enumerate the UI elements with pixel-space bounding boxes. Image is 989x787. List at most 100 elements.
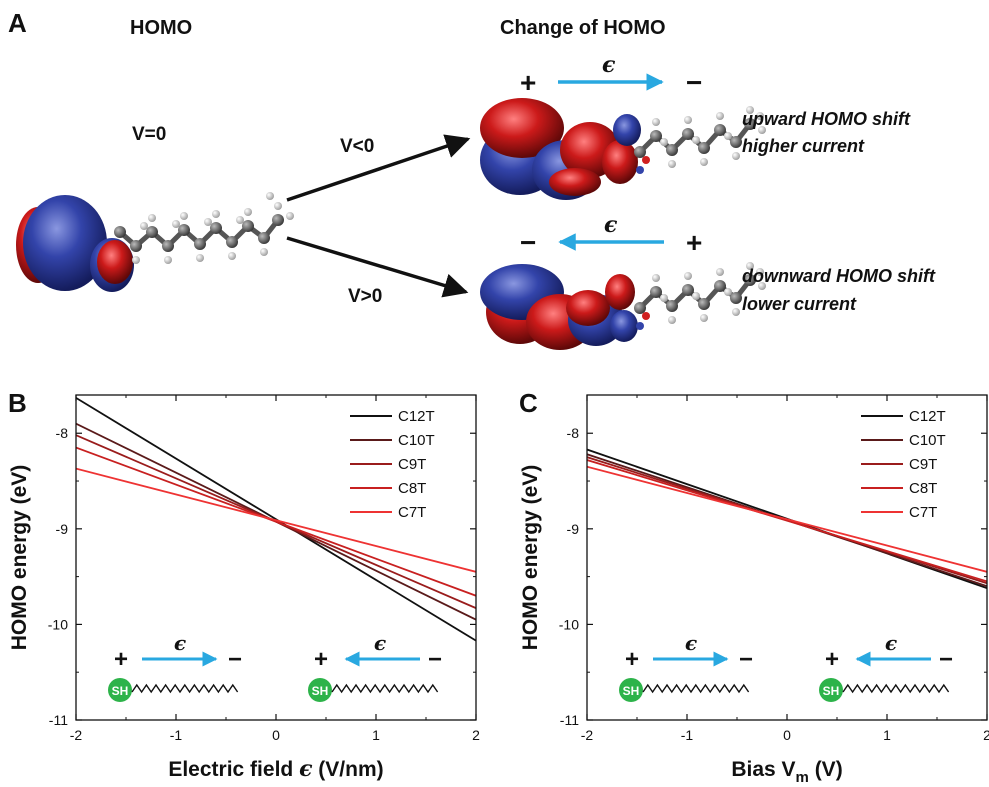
sh-label: SH <box>112 684 129 698</box>
legend-label-c9t: C9T <box>398 456 426 473</box>
panel-label-b: B <box>8 388 27 418</box>
x-tick-label: 2 <box>472 727 480 743</box>
field-symbol: ϵ <box>685 631 697 655</box>
y-tick-label: -10 <box>48 616 68 632</box>
series-line-c12t <box>76 397 476 642</box>
x-axis-title-subscript: m <box>796 769 809 786</box>
x-tick-label: 1 <box>883 727 891 743</box>
orbital-lobes-v0 <box>16 195 134 292</box>
sh-headgroup <box>619 678 643 702</box>
series-line-c7t <box>76 467 476 573</box>
x-axis-title: Electric field ϵ (V/nm) <box>168 756 383 782</box>
schematic-inset: + − ϵ SH <box>108 631 242 702</box>
field-symbol: ϵ <box>604 212 618 238</box>
minus-sign: − <box>520 227 536 258</box>
minus-sign: − <box>939 646 953 673</box>
x-axis-title-prefix: Bias V <box>731 758 795 781</box>
field-symbol: ϵ <box>602 52 616 78</box>
change-of-homo-title: Change of HOMO <box>500 17 666 39</box>
schematic-inset: + − ϵ SH <box>308 631 442 702</box>
minus-sign: − <box>428 646 442 673</box>
x-tick-label: -2 <box>581 727 594 743</box>
x-tick-label: 0 <box>272 727 280 743</box>
x-tick-label: -1 <box>681 727 694 743</box>
molecule-homo-v0 <box>16 192 294 292</box>
orbital-lobes-vneg <box>480 98 641 200</box>
caption-downward-shift: downward HOMO shift <box>742 266 936 286</box>
panel-label-a: A <box>8 8 27 38</box>
field-indicator-upper: + ϵ − <box>520 52 702 98</box>
v-negative-label: V<0 <box>340 136 374 157</box>
x-axis-title-suffix: (V/nm) <box>312 758 383 781</box>
plus-sign: + <box>114 646 128 673</box>
field-symbol: ϵ <box>885 631 897 655</box>
y-tick-label: -11 <box>49 712 68 728</box>
x-axis-title-prefix: Electric field <box>168 758 299 781</box>
y-tick-label: -10 <box>559 616 579 632</box>
legend-label-c12t: C12T <box>398 408 435 425</box>
series-line-c8t <box>76 446 476 597</box>
schematic-inset: + − ϵ SH <box>619 631 753 702</box>
alkyl-chain-vpos <box>634 262 766 330</box>
x-tick-label: 2 <box>983 727 989 743</box>
plus-sign: + <box>825 646 839 673</box>
molecule-homo-vneg <box>480 98 766 200</box>
series-lines <box>76 397 476 642</box>
y-tick-label: -8 <box>56 425 69 441</box>
sh-label: SH <box>823 684 840 698</box>
x-axis-title: Bias Vm (V) <box>731 758 842 786</box>
sh-label: SH <box>623 684 640 698</box>
schematic-inset: + − ϵ SH <box>819 631 953 702</box>
series-line-c8t <box>587 459 987 583</box>
panel-label-c: C <box>519 388 538 418</box>
x-tick-label: 1 <box>372 727 380 743</box>
x-axis-title-symbol: ϵ <box>299 756 313 782</box>
alkyl-chain-zigzag <box>842 683 950 694</box>
plus-sign: + <box>314 646 328 673</box>
y-axis-title: HOMO energy (eV) <box>8 465 31 651</box>
alkyl-chain-zigzag <box>642 683 750 694</box>
alkyl-chain-vneg <box>634 106 766 174</box>
legend: C12T C10T C9T C8T C7T <box>350 408 435 521</box>
minus-sign: − <box>686 67 702 98</box>
series-lines <box>587 448 987 589</box>
legend-label-c7t: C7T <box>909 504 937 521</box>
y-tick-label: -9 <box>567 521 580 537</box>
legend-label-c7t: C7T <box>398 504 426 521</box>
x-tick-label: -1 <box>170 727 183 743</box>
legend-label-c10t: C10T <box>909 432 946 449</box>
x-tick-label: 0 <box>783 727 791 743</box>
alkyl-chain-zigzag <box>131 683 239 694</box>
caption-higher-current: higher current <box>742 136 865 156</box>
series-line-c7t <box>587 465 987 573</box>
v-positive-label: V>0 <box>348 286 382 307</box>
caption-lower-current: lower current <box>742 294 857 314</box>
minus-sign: − <box>739 646 753 673</box>
x-axis-title-suffix: (V) <box>809 758 843 781</box>
y-tick-label: -9 <box>56 521 69 537</box>
legend-label-c12t: C12T <box>909 408 946 425</box>
arrow-to-v-negative <box>286 134 471 202</box>
sh-headgroup <box>308 678 332 702</box>
y-axis-title: HOMO energy (eV) <box>519 465 542 651</box>
minus-sign: − <box>228 646 242 673</box>
legend-label-c10t: C10T <box>398 432 435 449</box>
legend-label-c9t: C9T <box>909 456 937 473</box>
sh-headgroup <box>108 678 132 702</box>
alkyl-chain-v0 <box>114 192 294 264</box>
sh-headgroup <box>819 678 843 702</box>
field-indicator-lower: − ϵ + <box>520 212 702 258</box>
y-tick-label: -8 <box>567 425 580 441</box>
sh-label: SH <box>312 684 329 698</box>
alkyl-chain-zigzag <box>331 683 439 694</box>
caption-upward-shift: upward HOMO shift <box>742 109 911 129</box>
x-tick-label: -2 <box>70 727 83 743</box>
homo-title: HOMO <box>130 17 192 39</box>
orbital-lobes-vpos <box>480 264 638 350</box>
legend: C12T C10T C9T C8T C7T <box>861 408 946 521</box>
plus-sign: + <box>686 227 702 258</box>
legend-label-c8t: C8T <box>909 480 937 497</box>
